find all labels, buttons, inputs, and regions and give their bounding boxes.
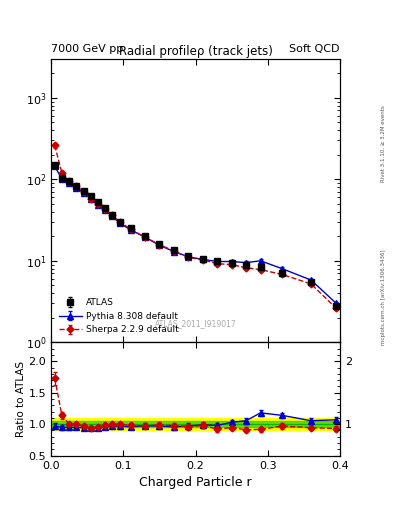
Text: Soft QCD: Soft QCD — [290, 44, 340, 54]
Text: 7000 GeV pp: 7000 GeV pp — [51, 44, 123, 54]
Text: Rivet 3.1.10, ≥ 3.2M events: Rivet 3.1.10, ≥ 3.2M events — [381, 105, 386, 182]
Text: mcplots.cern.ch [arXiv:1306.3436]: mcplots.cern.ch [arXiv:1306.3436] — [381, 249, 386, 345]
X-axis label: Charged Particle r: Charged Particle r — [139, 476, 252, 489]
Title: Radial profileρ (track jets): Radial profileρ (track jets) — [119, 45, 272, 58]
Y-axis label: Ratio to ATLAS: Ratio to ATLAS — [16, 361, 26, 437]
Legend: ATLAS, Pythia 8.308 default, Sherpa 2.2.9 default: ATLAS, Pythia 8.308 default, Sherpa 2.2.… — [55, 294, 183, 338]
Text: ATLAS_2011_I919017: ATLAS_2011_I919017 — [154, 319, 237, 328]
